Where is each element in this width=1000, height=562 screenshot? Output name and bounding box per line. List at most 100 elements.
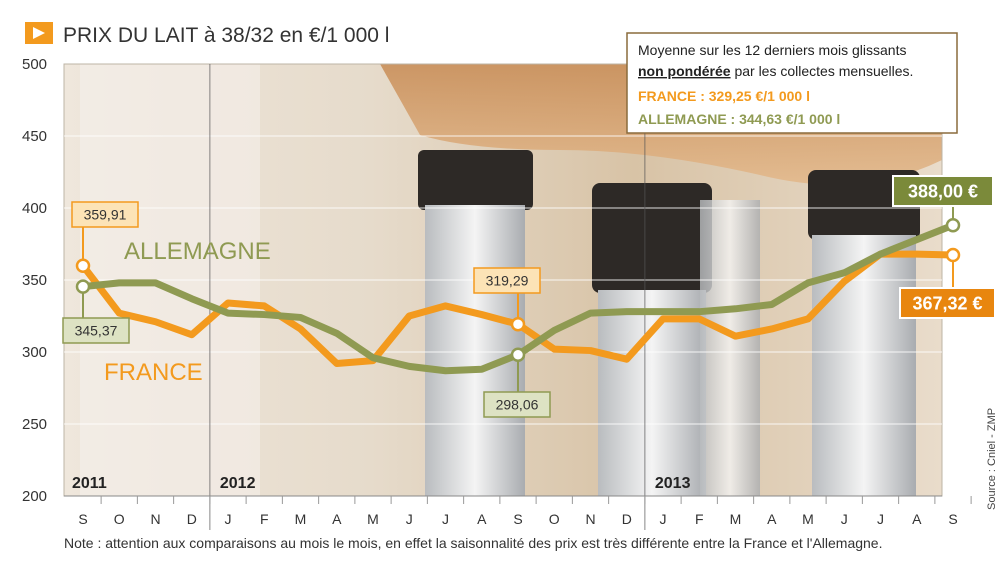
point-allemagne xyxy=(589,311,592,315)
point-allemagne xyxy=(190,297,194,301)
point-france xyxy=(262,304,266,308)
point-france xyxy=(806,317,810,321)
chart-header: PRIX DU LAIT à 38/32 en €/1 000 l xyxy=(25,22,389,47)
callout-marker xyxy=(510,347,526,363)
callout-label: 388,00 € xyxy=(908,181,978,201)
grid xyxy=(64,64,942,530)
x-tick-label: O xyxy=(549,511,560,527)
callout-label: 298,06 xyxy=(496,397,539,413)
year-label: 2013 xyxy=(655,475,691,492)
y-tick-label: 250 xyxy=(22,416,47,433)
y-tick-label: 500 xyxy=(22,56,47,73)
point-allemagne xyxy=(480,367,484,371)
point-allemagne xyxy=(806,281,810,285)
x-tick-label: J xyxy=(841,511,848,527)
x-tick-label: S xyxy=(78,511,87,527)
x-tick-label: A xyxy=(477,511,487,527)
callout-box xyxy=(71,201,139,228)
x-tick-label: F xyxy=(260,511,269,527)
callout: 298,06 xyxy=(483,347,551,418)
point-allemagne xyxy=(842,271,846,275)
callout-box xyxy=(483,391,551,418)
point-allemagne xyxy=(661,310,665,314)
point-allemagne xyxy=(407,364,411,368)
point-allemagne xyxy=(770,302,774,306)
callout-marker xyxy=(75,279,91,294)
info-line1: Moyenne sur les 12 derniers mois glissan… xyxy=(638,42,906,58)
point-allemagne xyxy=(552,328,556,332)
point-france xyxy=(480,313,484,317)
point-allemagne xyxy=(226,311,230,315)
point-allemagne xyxy=(734,307,737,311)
point-allemagne xyxy=(444,369,447,373)
point-allemagne xyxy=(154,281,157,285)
x-tick-label: S xyxy=(948,511,957,527)
callout: 367,32 € xyxy=(899,247,996,319)
point-france xyxy=(335,362,339,366)
info-line2: non pondérée par les collectes mensuelle… xyxy=(638,63,913,79)
callout-box xyxy=(899,287,996,319)
point-france xyxy=(444,304,447,308)
point-france xyxy=(552,347,556,351)
info-allemagne: ALLEMAGNE : 344,63 €/1 000 l xyxy=(638,111,840,127)
callout-label: 367,32 € xyxy=(912,293,982,313)
x-tick-label: M xyxy=(295,511,307,527)
point-france xyxy=(697,317,701,321)
x-tick-label: M xyxy=(802,511,814,527)
callouts: 359,91 345,37 319,29 298,06 388,00 € 367,32 € xyxy=(62,175,996,418)
point-france xyxy=(299,327,302,331)
callout-label: 319,29 xyxy=(486,273,529,289)
point-france xyxy=(117,311,121,315)
callout-box xyxy=(62,317,130,344)
source-text: Source : Cniel - ZMP xyxy=(986,408,998,510)
x-tick-label: J xyxy=(406,511,413,527)
callout-box xyxy=(473,267,541,294)
callout-marker xyxy=(510,316,526,332)
x-tick-label: J xyxy=(442,511,449,527)
info-line2-bold: non pondérée xyxy=(638,63,731,79)
callout-box xyxy=(892,175,994,207)
point-allemagne xyxy=(371,356,375,360)
point-france xyxy=(734,334,737,338)
point-allemagne xyxy=(697,310,701,314)
point-allemagne xyxy=(299,315,302,319)
point-france xyxy=(226,301,230,305)
callout: 345,37 xyxy=(62,279,130,344)
point-allemagne xyxy=(117,281,121,285)
callout: 319,29 xyxy=(473,267,541,332)
point-france xyxy=(625,357,629,361)
callout-marker xyxy=(945,218,961,233)
info-france: FRANCE : 329,25 €/1 000 l xyxy=(638,88,810,104)
year-label: 2011 xyxy=(72,475,107,492)
info-box: Moyenne sur les 12 derniers mois glissan… xyxy=(626,32,958,134)
info-line2-rest: par les collectes mensuelles. xyxy=(731,63,914,79)
x-tick-label: D xyxy=(622,511,632,527)
point-france xyxy=(661,317,665,321)
x-tick-label: N xyxy=(585,511,595,527)
point-allemagne xyxy=(879,252,882,256)
point-france xyxy=(407,314,411,318)
point-france xyxy=(589,349,592,353)
x-tick-label: M xyxy=(730,511,742,527)
y-tick-label: 450 xyxy=(22,128,47,145)
callout: 388,00 € xyxy=(892,175,994,233)
chart-title: PRIX DU LAIT à 38/32 en €/1 000 l xyxy=(63,24,389,47)
x-tick-label: N xyxy=(150,511,160,527)
callout: 359,91 xyxy=(71,201,139,273)
footnote: Note : attention aux comparaisons au moi… xyxy=(64,535,882,551)
year-label: 2012 xyxy=(220,475,256,492)
x-tick-label: J xyxy=(660,511,667,527)
x-tick-label: D xyxy=(187,511,197,527)
x-tick-label: M xyxy=(367,511,379,527)
x-tick-label: A xyxy=(767,511,777,527)
callout-marker xyxy=(945,247,961,263)
x-tick-label: O xyxy=(114,511,125,527)
series-label-france: FRANCE xyxy=(104,359,203,386)
callout-marker xyxy=(75,258,91,273)
x-tick-label: S xyxy=(513,511,522,527)
y-tick-label: 350 xyxy=(22,272,47,289)
x-tick-label: F xyxy=(695,511,704,527)
x-tick-label: A xyxy=(332,511,342,527)
x-tick-label: J xyxy=(877,511,884,527)
point-allemagne xyxy=(335,331,339,335)
